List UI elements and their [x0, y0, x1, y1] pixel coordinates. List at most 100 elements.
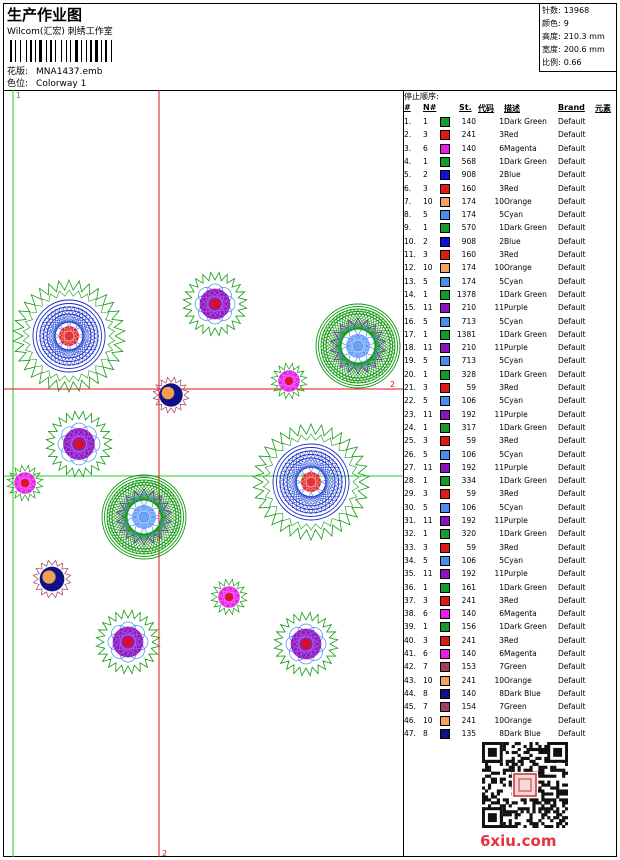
stop-number: 25. — [404, 436, 416, 445]
color-code: 11 — [488, 516, 504, 525]
stop-number: 39. — [404, 622, 416, 631]
thread-brand: Default — [558, 662, 585, 671]
needle-number: 11 — [423, 463, 433, 472]
stop-row: 25. 3 59 3 Red Default — [404, 436, 616, 449]
stop-number: 3. — [404, 144, 411, 153]
thread-brand: Default — [558, 130, 585, 139]
stop-row: 37. 3 241 3 Red Default — [404, 596, 616, 609]
stitch-count: 908 — [456, 170, 476, 179]
needle-number: 7 — [423, 662, 428, 671]
stitch-count: 908 — [456, 237, 476, 246]
stop-row: 47. 8 135 8 Dark Blue Default — [404, 729, 616, 740]
stop-number: 14. — [404, 290, 416, 299]
thread-color-swatch — [440, 662, 450, 672]
specs-box: 针数: 13968 颜色: 9 高度: 210.3 mm 宽度: 200.6 mm 比例… — [539, 4, 616, 72]
stitch-count: 160 — [456, 250, 476, 259]
stop-row: 28. 1 334 1 Dark Green Default — [404, 476, 616, 489]
stop-row: 10. 2 908 2 Blue Default — [404, 237, 616, 250]
color-code: 3 — [488, 184, 504, 193]
stop-row: 18. 11 210 11 Purple Default — [404, 343, 616, 356]
stitch-count: 174 — [456, 197, 476, 206]
color-description: Dark Green — [504, 476, 547, 485]
stitch-count: 135 — [456, 729, 476, 738]
colors-line: 颜色: 9 — [542, 17, 616, 30]
thread-brand: Default — [558, 676, 585, 685]
thread-brand: Default — [558, 184, 585, 193]
color-description: Green — [504, 662, 527, 671]
thread-color-swatch — [440, 356, 450, 366]
stop-row: 34. 5 106 5 Cyan Default — [404, 556, 616, 569]
stop-number: 37. — [404, 596, 416, 605]
height-label: 高度: — [542, 32, 561, 41]
stop-number: 30. — [404, 503, 416, 512]
color-description: Red — [504, 184, 518, 193]
color-description: Purple — [504, 569, 528, 578]
stop-number: 20. — [404, 370, 416, 379]
thread-brand: Default — [558, 609, 585, 618]
colorway-line: 色位: Colorway 1 — [7, 76, 86, 89]
thread-brand: Default — [558, 503, 585, 512]
color-description: Dark Green — [504, 223, 547, 232]
thread-brand: Default — [558, 543, 585, 552]
color-code: 1 — [488, 223, 504, 232]
width-line: 宽度: 200.6 mm — [542, 43, 616, 56]
stitch-count: 59 — [456, 436, 476, 445]
stop-row: 46. 10 241 10 Orange Default — [404, 716, 616, 729]
needle-number: 3 — [423, 250, 428, 259]
thread-brand: Default — [558, 290, 585, 299]
stitch-mark — [74, 439, 84, 449]
stitch-count: 106 — [456, 396, 476, 405]
thread-brand: Default — [558, 636, 585, 645]
stitch-count: 140 — [456, 609, 476, 618]
thread-brand: Default — [558, 450, 585, 459]
stitch-mark — [59, 326, 79, 346]
stitch-count: 317 — [456, 423, 476, 432]
needle-number: 11 — [423, 569, 433, 578]
color-description: Dark Green — [504, 529, 547, 538]
stitch-count: 161 — [456, 583, 476, 592]
stop-number: 11. — [404, 250, 416, 259]
col-header-stitches: St. — [459, 103, 472, 112]
stop-row: 5. 2 908 2 Blue Default — [404, 170, 616, 183]
color-code: 5 — [488, 356, 504, 365]
thread-brand: Default — [558, 263, 585, 272]
stop-number: 42. — [404, 662, 416, 671]
color-description: Orange — [504, 263, 532, 272]
thread-brand: Default — [558, 144, 585, 153]
stitch-count: 241 — [456, 130, 476, 139]
thread-color-swatch — [440, 330, 450, 340]
stitch-count: 192 — [456, 569, 476, 578]
color-code: 11 — [488, 410, 504, 419]
needle-number: 5 — [423, 503, 428, 512]
stop-row: 35. 11 192 11 Purple Default — [404, 569, 616, 582]
thread-color-swatch — [440, 117, 450, 127]
stop-row: 19. 5 713 5 Cyan Default — [404, 356, 616, 369]
stop-row: 27. 11 192 11 Purple Default — [404, 463, 616, 476]
thread-color-swatch — [440, 197, 450, 207]
stitch-count: 59 — [456, 489, 476, 498]
thread-color-swatch — [440, 130, 450, 140]
stitch-mark — [123, 637, 133, 647]
needle-number: 1 — [423, 290, 428, 299]
color-code: 5 — [488, 503, 504, 512]
color-code: 10 — [488, 716, 504, 725]
stop-row: 7. 10 174 10 Orange Default — [404, 197, 616, 210]
thread-brand: Default — [558, 463, 585, 472]
thread-brand: Default — [558, 396, 585, 405]
stop-number: 44. — [404, 689, 416, 698]
color-description: Red — [504, 130, 518, 139]
design-preview: 1 2 2 — [4, 90, 404, 857]
color-description: Blue — [504, 170, 521, 179]
color-code: 10 — [488, 197, 504, 206]
company-name: Wilcom(汇宏) 刺绣工作室 — [7, 24, 113, 37]
col-header-num: # — [404, 103, 411, 112]
stitch-count: 140 — [456, 649, 476, 658]
needle-number: 1 — [423, 423, 428, 432]
thread-brand: Default — [558, 729, 585, 738]
color-code: 1 — [488, 370, 504, 379]
stop-number: 36. — [404, 583, 416, 592]
thread-color-swatch — [440, 303, 450, 313]
stop-number: 8. — [404, 210, 411, 219]
stop-row: 17. 1 1381 1 Dark Green Default — [404, 330, 616, 343]
color-description: Red — [504, 489, 518, 498]
